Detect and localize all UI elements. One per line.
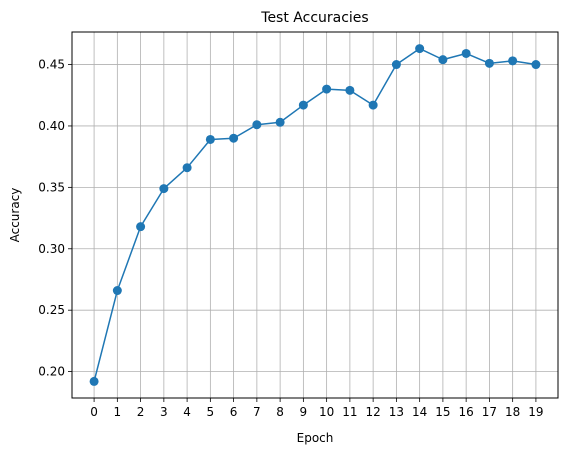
data-point bbox=[275, 117, 285, 127]
data-point bbox=[205, 134, 215, 144]
data-point bbox=[182, 163, 192, 173]
y-tick-label: 0.35 bbox=[38, 180, 65, 194]
x-tick-label: 16 bbox=[459, 405, 474, 419]
data-point bbox=[298, 100, 308, 110]
data-point bbox=[415, 44, 425, 54]
data-point bbox=[159, 184, 169, 194]
y-axis-label: Accuracy bbox=[8, 188, 22, 243]
data-point bbox=[391, 60, 401, 70]
x-tick-label: 1 bbox=[114, 405, 122, 419]
x-tick-label: 2 bbox=[137, 405, 145, 419]
x-tick-label: 9 bbox=[300, 405, 308, 419]
x-tick-label: 0 bbox=[90, 405, 98, 419]
y-tick-label: 0.20 bbox=[38, 365, 65, 379]
x-tick-label: 11 bbox=[342, 405, 357, 419]
x-tick-label: 19 bbox=[528, 405, 543, 419]
data-point bbox=[229, 133, 239, 143]
x-tick-label: 6 bbox=[230, 405, 238, 419]
x-tick-label: 8 bbox=[276, 405, 284, 419]
chart-title: Test Accuracies bbox=[260, 10, 368, 26]
data-point bbox=[112, 286, 122, 296]
data-point bbox=[368, 100, 378, 110]
series-layer bbox=[89, 44, 541, 386]
grid-layer bbox=[72, 32, 558, 398]
data-point bbox=[531, 60, 541, 70]
data-point bbox=[136, 222, 146, 232]
x-tick-label: 17 bbox=[482, 405, 497, 419]
data-point bbox=[322, 84, 332, 94]
x-tick-label: 13 bbox=[389, 405, 404, 419]
series-line bbox=[93, 47, 537, 382]
data-point bbox=[484, 58, 494, 68]
tick-layer: 0 1 2 3 4 5 6 7 8 9 10 11 12 13 14 15 16 17 18 190.200.250.… bbox=[38, 58, 543, 419]
y-tick-label: 0.25 bbox=[38, 303, 65, 317]
x-tick-label: 3 bbox=[160, 405, 168, 419]
data-point bbox=[345, 85, 355, 95]
x-tick-label: 18 bbox=[505, 405, 520, 419]
x-tick-label: 12 bbox=[365, 405, 380, 419]
x-tick-label: 15 bbox=[435, 405, 450, 419]
plot-frame bbox=[71, 31, 559, 399]
x-axis-label: Epoch bbox=[297, 431, 334, 445]
data-point bbox=[89, 376, 99, 386]
y-tick-label: 0.40 bbox=[38, 119, 65, 133]
x-tick-label: 10 bbox=[319, 405, 334, 419]
y-tick-label: 0.30 bbox=[38, 242, 65, 256]
x-tick-label: 14 bbox=[412, 405, 427, 419]
data-point bbox=[508, 56, 518, 66]
x-tick-label: 7 bbox=[253, 405, 261, 419]
y-tick-label: 0.45 bbox=[38, 58, 65, 72]
data-point bbox=[252, 120, 262, 130]
data-point bbox=[461, 48, 471, 58]
data-point bbox=[438, 55, 448, 65]
x-tick-label: 4 bbox=[183, 405, 191, 419]
x-tick-label: 5 bbox=[207, 405, 215, 419]
